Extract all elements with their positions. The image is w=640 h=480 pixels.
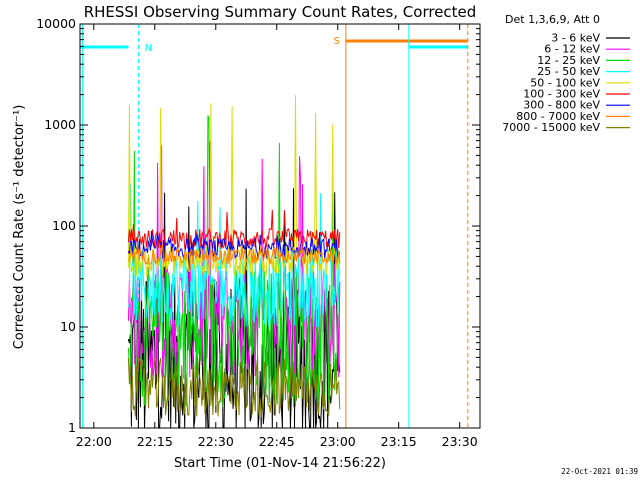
y-tick-label: 1000 [44,117,76,132]
x-tick-label: 22:45 [259,434,295,449]
series-line-8 [127,356,341,418]
series-line-3 [127,184,341,328]
series-line-7 [128,242,341,266]
legend-label: 3 - 6 keV [551,32,600,45]
legend-label: 50 - 100 keV [530,76,600,89]
annotation-s: S [334,36,340,47]
series-line-5 [127,209,341,250]
x-tick-label: 23:30 [442,434,478,449]
y-tick-label: 1 [68,420,76,435]
timestamp: 22-Oct-2021 01:39 [561,467,638,476]
legend-label: 12 - 25 keV [537,54,600,67]
y-tick-label: 10000 [36,16,76,31]
y-axis-label: Corrected Count Rate (s⁻¹ detector⁻¹) [12,105,27,350]
legend-label: 6 - 12 keV [544,43,600,56]
chart-title: RHESSI Observing Summary Count Rates, Co… [84,3,477,21]
legend-label: 800 - 7000 keV [516,110,600,123]
legend-label: 300 - 800 keV [523,99,600,112]
x-tick-label: 22:00 [76,434,112,449]
legend-label: 25 - 50 keV [537,65,600,78]
legend-label: 100 - 300 keV [523,88,600,101]
x-ticks: 22:00 22:15 22:30 22:45 23:00 23:15 23:30 [76,24,478,449]
x-tick-label: 23:15 [381,434,417,449]
x-tick-label: 22:15 [137,434,173,449]
legend-title: Det 1,3,6,9, Att 0 [505,13,600,26]
y-tick-label: 10 [60,319,76,334]
x-tick-label: 22:30 [198,434,234,449]
series-line-6 [127,230,341,260]
x-tick-label: 23:00 [320,434,356,449]
plot-area: NS [80,24,469,429]
y-ticks: 1 10 100 1000 10000 [36,16,480,435]
x-axis-label: Start Time (01-Nov-14 21:56:22) [174,456,386,471]
annotation-n: N [145,43,152,54]
legend-label: 7000 - 15000 keV [502,121,600,134]
y-tick-label: 100 [52,218,76,233]
